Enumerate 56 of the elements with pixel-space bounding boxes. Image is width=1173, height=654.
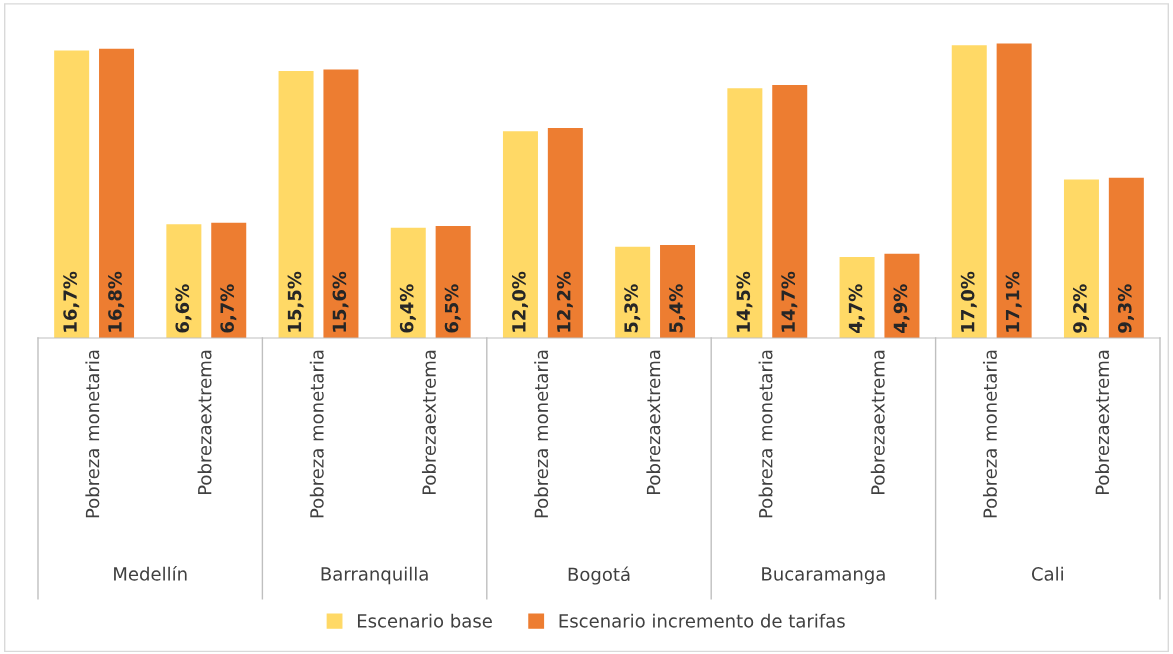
data-label: 6,5% [444, 284, 461, 333]
data-label: 14,5% [736, 271, 753, 332]
data-label: 4,7% [848, 284, 865, 333]
x-tick-label: Pobrezaextrema [197, 350, 212, 495]
data-label: 12,2% [556, 271, 573, 332]
bar [99, 48, 135, 338]
data-label: 17,1% [1005, 271, 1022, 332]
bar [502, 131, 538, 338]
legend-label: Escenario base [357, 613, 492, 628]
x-tick-label: Pobrezaextrema [870, 350, 885, 495]
bar [660, 245, 696, 338]
data-label: 5,4% [669, 284, 686, 333]
data-label: 9,2% [1073, 284, 1090, 333]
bar [278, 71, 314, 338]
bar [1063, 179, 1099, 338]
data-label: 9,3% [1117, 284, 1134, 333]
bar [211, 222, 247, 338]
data-label: 6,7% [220, 284, 237, 333]
bar [166, 224, 202, 338]
data-label: 17,0% [960, 271, 977, 332]
x-tick-label: Pobrezaextrema [1095, 350, 1110, 495]
bar [1108, 177, 1144, 338]
data-label: 6,4% [399, 284, 416, 333]
x-tick-label: Pobreza monetaria [982, 350, 997, 518]
text: Medellín [114, 566, 187, 581]
bar [727, 88, 763, 338]
legend-label: Escenario incremento de tarifas [559, 613, 845, 628]
data-label: 16,8% [108, 271, 125, 332]
bar [323, 69, 359, 338]
bar [390, 227, 426, 338]
data-label: 16,7% [63, 271, 80, 332]
data-label: 5,3% [624, 284, 641, 333]
bar [435, 226, 471, 338]
bar [839, 257, 875, 338]
bar [996, 43, 1032, 338]
text: Cali [1031, 566, 1063, 581]
data-label: 14,7% [781, 271, 798, 332]
text: Barranquilla [321, 566, 428, 585]
x-tick-label: Pobrezaextrema [421, 350, 436, 495]
data-label: 15,6% [332, 271, 349, 332]
data-label: 6,6% [175, 284, 192, 333]
x-tick-label: Pobreza monetaria [85, 350, 100, 518]
data-label: 4,9% [893, 284, 910, 333]
bar [951, 45, 987, 338]
data-label: 12,0% [512, 271, 529, 332]
x-tick-label: Pobreza monetaria [534, 350, 549, 518]
text: Bucaramanga [762, 567, 885, 585]
bar [772, 84, 808, 338]
bar [615, 246, 651, 338]
x-tick-label: Pobreza monetaria [758, 350, 773, 518]
x-tick-label: Pobrezaextrema [646, 350, 661, 495]
data-label: 15,5% [287, 271, 304, 332]
text: Bogotá [568, 566, 630, 585]
bar [54, 50, 90, 338]
bar [547, 127, 583, 338]
x-tick-label: Pobreza monetaria [309, 350, 324, 518]
